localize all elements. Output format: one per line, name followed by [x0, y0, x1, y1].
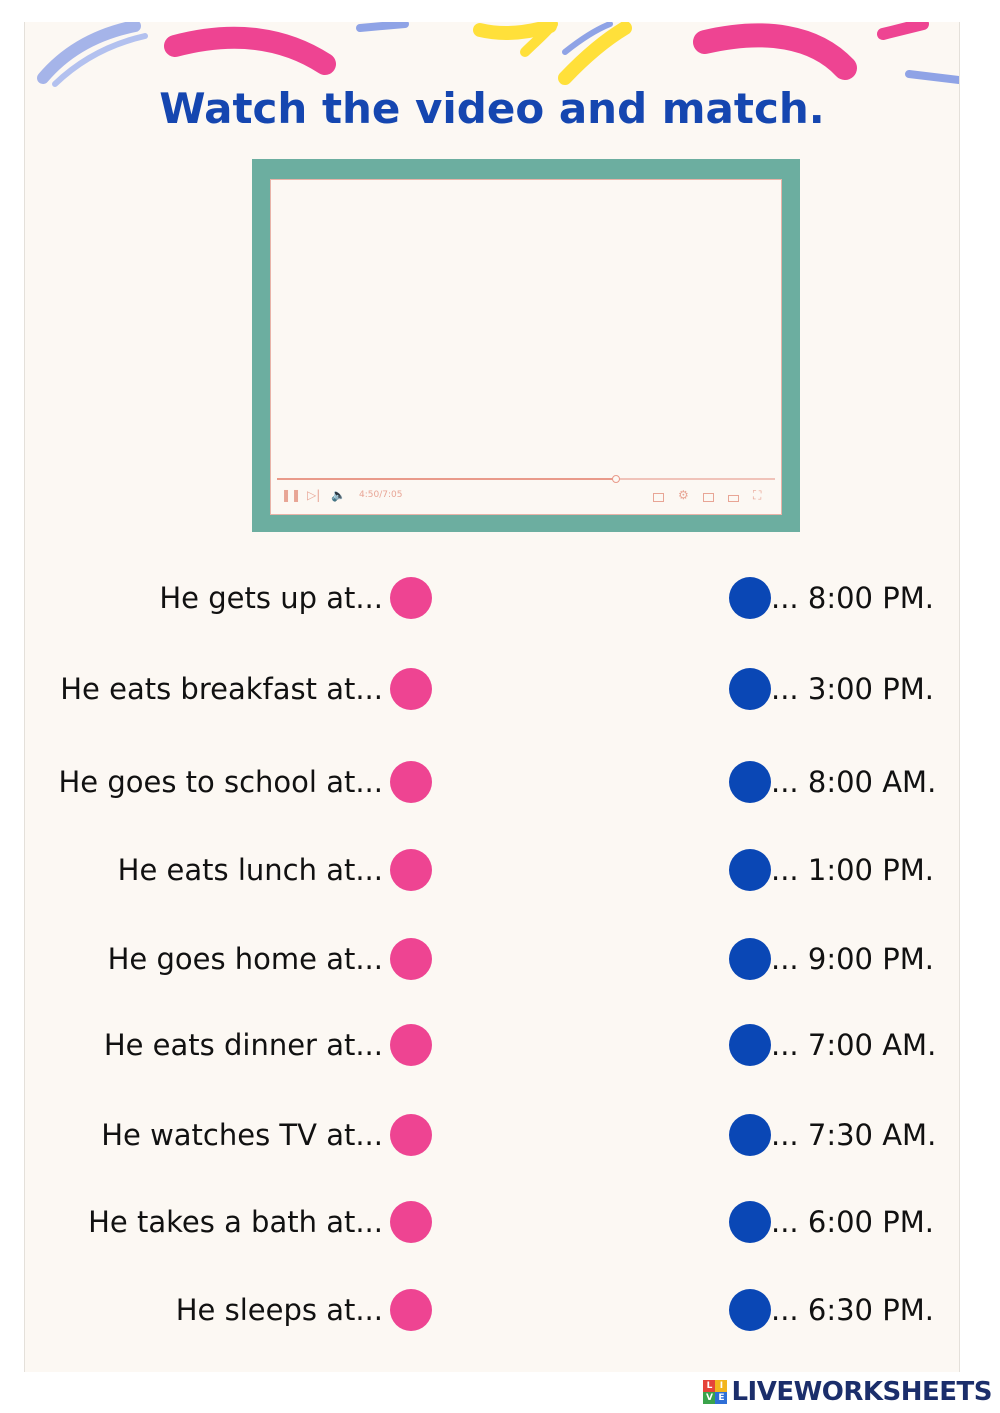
match-phrase: He takes a bath at... — [88, 1205, 383, 1239]
match-phrase: He gets up at... — [159, 581, 383, 615]
left-match-dot[interactable] — [390, 849, 432, 891]
video-time-readout: 4:50/7:05 — [359, 490, 403, 500]
right-match-dot[interactable] — [729, 1201, 771, 1243]
video-controls: ❚❚ ▷| 🔈 4:50/7:05 ⚙ ⛶ — [281, 487, 771, 503]
brand-name: LIVEWORKSHEETS — [731, 1377, 992, 1407]
left-match-dot[interactable] — [390, 668, 432, 710]
volume-icon[interactable]: 🔈 — [331, 488, 346, 502]
match-row: He sleeps at... ... 6:30 PM. — [25, 1287, 959, 1333]
right-match-dot[interactable] — [729, 849, 771, 891]
right-match-dot[interactable] — [729, 577, 771, 619]
right-match-dot[interactable] — [729, 1114, 771, 1156]
match-row: He watches TV at... ... 7:30 AM. — [25, 1112, 959, 1158]
left-match-dot[interactable] — [390, 1289, 432, 1331]
match-time: ... 7:30 AM. — [771, 1118, 937, 1152]
match-time: ... 1:00 PM. — [771, 853, 934, 887]
right-match-dot[interactable] — [729, 668, 771, 710]
right-match-dot[interactable] — [729, 1024, 771, 1066]
left-match-dot[interactable] — [390, 1201, 432, 1243]
settings-gear-icon[interactable]: ⚙ — [678, 488, 689, 502]
liveworksheets-logo[interactable]: L I V E LIVEWORKSHEETS — [703, 1377, 992, 1407]
video-progress-handle[interactable] — [611, 475, 620, 483]
miniplayer-icon[interactable] — [703, 487, 714, 506]
theater-mode-icon[interactable] — [728, 487, 739, 506]
left-match-dot[interactable] — [390, 761, 432, 803]
match-time: ... 3:00 PM. — [771, 672, 934, 706]
match-phrase: He eats lunch at... — [117, 853, 383, 887]
liveworksheets-logo-icon: L I V E — [703, 1380, 728, 1404]
right-match-dot[interactable] — [729, 1289, 771, 1331]
match-phrase: He eats breakfast at... — [60, 672, 383, 706]
match-row: He eats dinner at... ... 7:00 AM. — [25, 1022, 959, 1068]
left-match-dot[interactable] — [390, 1024, 432, 1066]
fullscreen-icon[interactable]: ⛶ — [753, 488, 762, 502]
match-row: He takes a bath at... ... 6:00 PM. — [25, 1199, 959, 1245]
match-phrase: He goes home at... — [107, 942, 383, 976]
video-screen[interactable]: ❚❚ ▷| 🔈 4:50/7:05 ⚙ ⛶ — [270, 179, 782, 515]
match-time: ... 8:00 AM. — [771, 765, 937, 799]
video-progress-fill — [277, 478, 616, 480]
match-row: He goes to school at... ... 8:00 AM. — [25, 759, 959, 805]
match-time: ... 6:00 PM. — [771, 1205, 934, 1239]
match-time: ... 8:00 PM. — [771, 581, 934, 615]
match-row: He goes home at... ... 9:00 PM. — [25, 936, 959, 982]
match-phrase: He goes to school at... — [58, 765, 383, 799]
subtitles-icon[interactable] — [653, 487, 664, 506]
worksheet-page: Watch the video and match. ❚❚ ▷| 🔈 4:50/… — [24, 22, 960, 1372]
match-phrase: He eats dinner at... — [103, 1028, 383, 1062]
next-icon[interactable]: ▷| — [307, 488, 321, 502]
match-row: He gets up at... ... 8:00 PM. — [25, 575, 959, 621]
pause-icon[interactable]: ❚❚ — [281, 488, 302, 502]
match-phrase: He sleeps at... — [175, 1293, 383, 1327]
match-time: ... 9:00 PM. — [771, 942, 934, 976]
video-player[interactable]: ❚❚ ▷| 🔈 4:50/7:05 ⚙ ⛶ — [252, 159, 800, 532]
match-time: ... 6:30 PM. — [771, 1293, 934, 1327]
left-match-dot[interactable] — [390, 577, 432, 619]
video-progress-bar[interactable] — [277, 475, 775, 483]
right-match-dot[interactable] — [729, 938, 771, 980]
match-row: He eats lunch at... ... 1:00 PM. — [25, 847, 959, 893]
left-match-dot[interactable] — [390, 938, 432, 980]
brush-stroke-decoration — [37, 22, 959, 87]
page-title: Watch the video and match. — [159, 84, 825, 133]
match-row: He eats breakfast at... ... 3:00 PM. — [25, 666, 959, 712]
right-match-dot[interactable] — [729, 761, 771, 803]
match-time: ... 7:00 AM. — [771, 1028, 937, 1062]
left-match-dot[interactable] — [390, 1114, 432, 1156]
match-phrase: He watches TV at... — [101, 1118, 383, 1152]
